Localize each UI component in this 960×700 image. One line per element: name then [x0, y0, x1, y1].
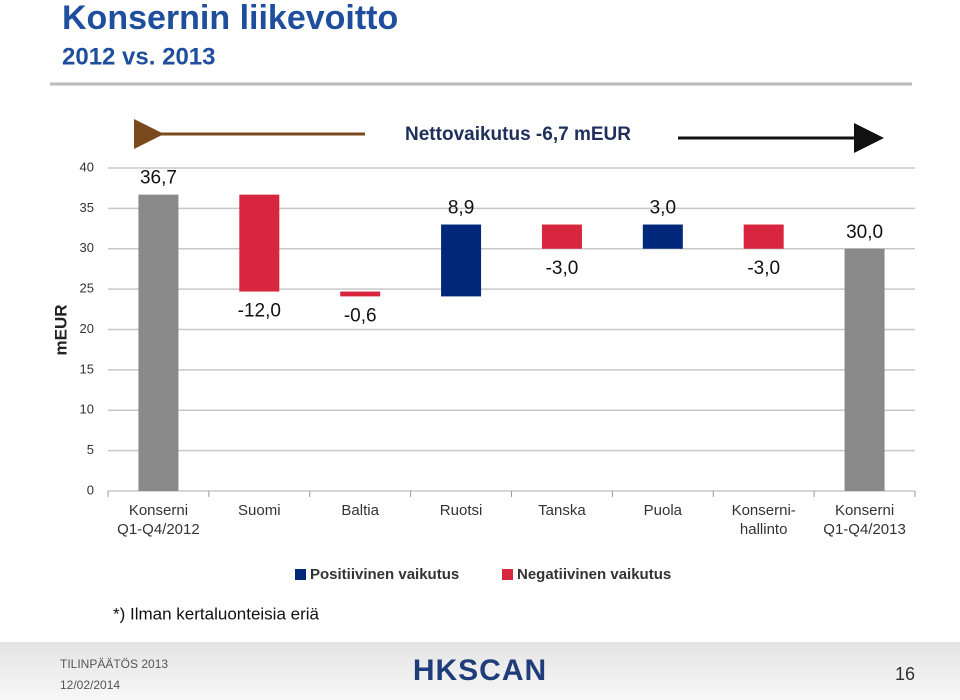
legend-swatch: [502, 569, 513, 580]
legend-label: Positiivinen vaikutus: [310, 566, 459, 583]
bar: [541, 224, 582, 249]
bar: [844, 248, 885, 491]
footer-date: 12/02/2014: [60, 678, 120, 692]
footer-band: [0, 642, 960, 700]
page-number: 16: [895, 664, 915, 684]
value-label: -3,0: [546, 258, 579, 279]
x-tick-label: Ruotsi: [439, 502, 483, 519]
y-tick-label: 0: [87, 482, 94, 497]
y-tick-label: 40: [80, 159, 94, 174]
x-tick-label: Tanska: [538, 502, 586, 519]
y-axis-label: mEUR: [51, 304, 70, 355]
x-tick-label: Konserni- hallinto: [731, 502, 796, 538]
legend-label: Negatiivinen vaikutus: [517, 566, 671, 583]
annotation: Nettovaikutus -6,7 mEUR: [405, 124, 631, 145]
y-tick-label: 10: [80, 402, 94, 417]
y-tick-label: 35: [80, 200, 94, 215]
subtitle: 2012 vs. 2013: [62, 43, 215, 70]
bar: [441, 224, 482, 297]
y-tick-label: 30: [80, 240, 94, 255]
y-tick-label: 5: [87, 442, 94, 457]
value-label: -3,0: [747, 258, 780, 279]
bar: [642, 224, 683, 249]
y-tick-label: 20: [80, 321, 94, 336]
value-label: 36,7: [140, 168, 177, 189]
logo: HKSCAN: [413, 654, 547, 687]
y-tick-label: 25: [80, 281, 94, 296]
x-tick-label: Konserni Q1-Q4/2013: [823, 502, 906, 538]
y-tick-label: 15: [80, 361, 94, 376]
footer-report: TILINPÄÄTÖS 2013: [60, 657, 168, 671]
x-tick-label: Baltia: [341, 502, 379, 519]
value-label: 8,9: [448, 198, 474, 219]
x-tick-label: Puola: [643, 502, 682, 519]
value-label: -0,6: [344, 305, 377, 326]
value-label: 3,0: [650, 198, 676, 219]
bar: [239, 194, 280, 292]
footnote: *) Ilman kertaluonteisia eriä: [113, 604, 320, 623]
value-label: 30,0: [846, 222, 883, 243]
bar: [138, 194, 179, 491]
value-label: -12,0: [238, 301, 281, 322]
bar: [743, 224, 784, 249]
legend-swatch: [295, 569, 306, 580]
bar: [340, 291, 381, 297]
title: Konsernin liikevoitto: [62, 0, 398, 37]
x-tick-label: Suomi: [238, 502, 281, 519]
x-tick-label: Konserni Q1-Q4/2012: [117, 502, 200, 538]
